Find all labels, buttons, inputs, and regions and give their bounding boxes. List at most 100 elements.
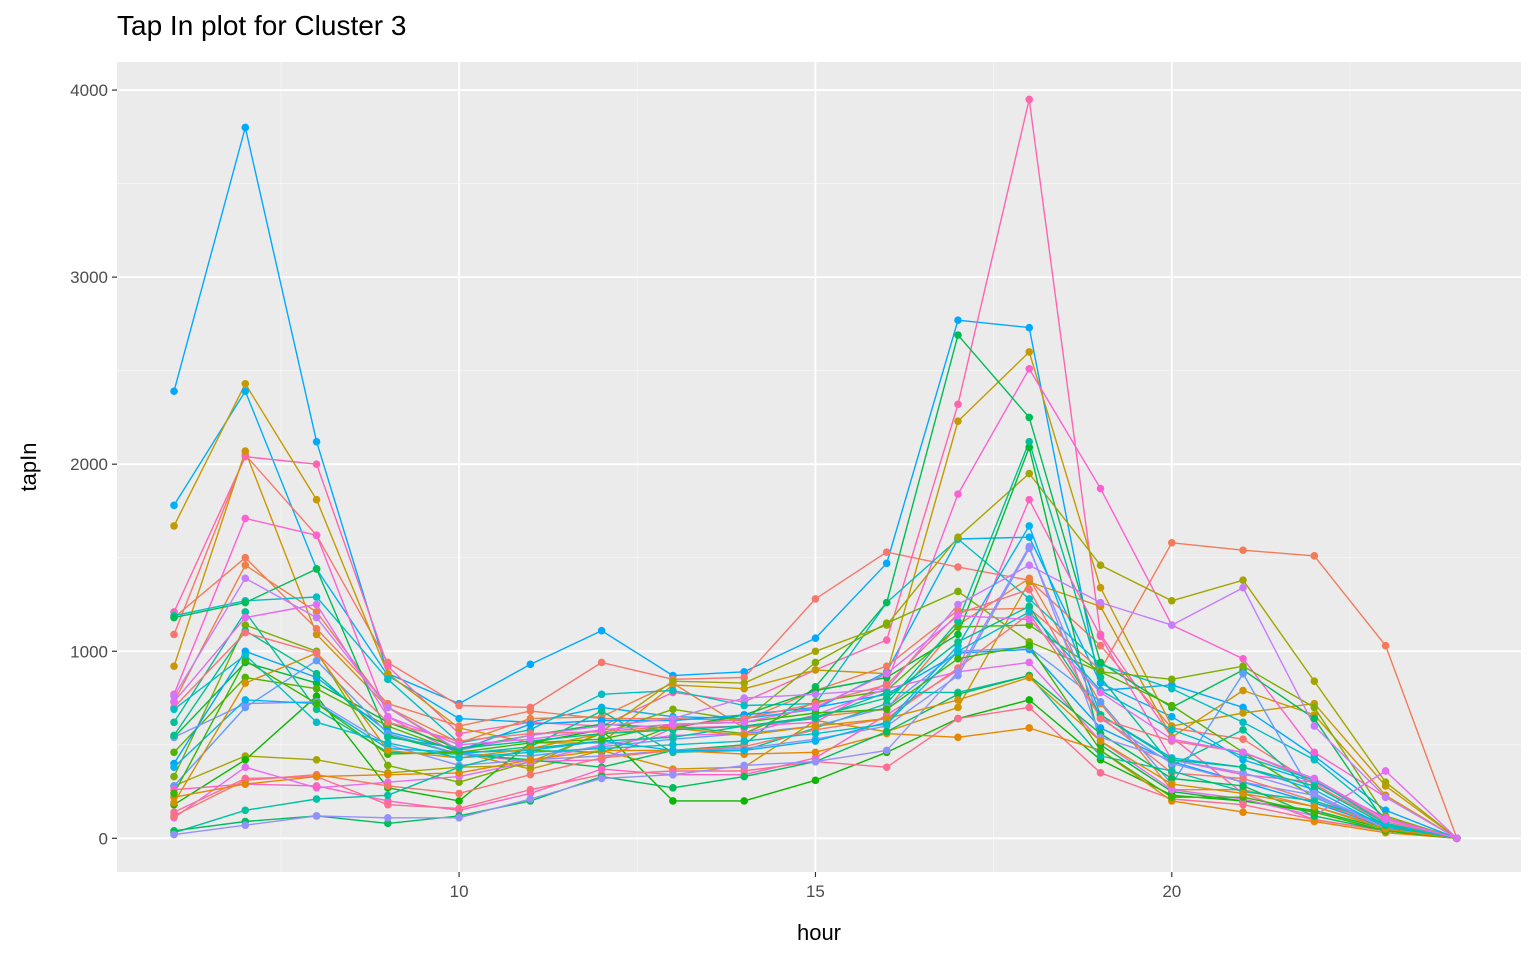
- data-point: [811, 658, 820, 667]
- data-point: [1096, 668, 1105, 676]
- data-point: [312, 608, 321, 616]
- data-point: [1310, 802, 1319, 811]
- data-point: [384, 819, 392, 828]
- data-point: [455, 778, 463, 787]
- data-point: [1167, 675, 1176, 684]
- y-tick-label: 0: [99, 829, 108, 848]
- data-point: [1025, 542, 1034, 551]
- data-point: [597, 735, 606, 743]
- data-point: [740, 701, 748, 710]
- data-point: [669, 677, 677, 685]
- data-point: [1025, 658, 1034, 667]
- data-point: [312, 531, 321, 540]
- data-point: [1239, 718, 1247, 727]
- data-point: [1239, 726, 1247, 734]
- data-point: [1096, 714, 1105, 723]
- data-point: [1239, 735, 1247, 743]
- data-point: [526, 795, 535, 803]
- data-point: [1025, 495, 1034, 504]
- data-point: [241, 821, 250, 830]
- data-point: [811, 748, 820, 757]
- grid-minor: [117, 62, 1521, 872]
- data-point: [1025, 561, 1034, 570]
- data-point: [384, 718, 392, 727]
- data-point: [954, 630, 962, 639]
- data-point: [241, 598, 250, 607]
- data-point: [241, 387, 250, 396]
- data-point: [1025, 323, 1034, 332]
- data-point: [882, 559, 891, 568]
- data-point: [811, 595, 820, 603]
- data-point: [669, 740, 677, 749]
- data-point: [241, 656, 250, 665]
- data-point: [740, 684, 748, 693]
- data-point: [1025, 595, 1034, 603]
- data-point: [954, 703, 962, 712]
- data-point: [241, 806, 250, 815]
- data-point: [312, 684, 321, 693]
- data-point: [455, 797, 463, 805]
- data-point: [882, 598, 891, 607]
- data-point: [170, 789, 178, 798]
- data-point: [811, 666, 820, 674]
- data-point: [1167, 774, 1176, 783]
- data-point: [455, 789, 463, 798]
- data-point: [1310, 817, 1319, 826]
- data-point: [170, 772, 178, 781]
- data-point: [312, 692, 321, 700]
- data-point: [1167, 767, 1176, 775]
- data-point: [882, 688, 891, 697]
- data-point: [241, 447, 250, 455]
- data-point: [1096, 641, 1105, 650]
- data-point: [1096, 769, 1105, 777]
- data-point: [1239, 808, 1247, 816]
- data-point: [1239, 576, 1247, 584]
- data-point: [241, 574, 250, 583]
- series-points: [170, 95, 1461, 843]
- data-point: [241, 379, 250, 388]
- data-point: [312, 613, 321, 622]
- data-point: [669, 733, 677, 742]
- data-point: [811, 729, 820, 738]
- data-point: [241, 628, 250, 637]
- data-point: [597, 754, 606, 762]
- data-point: [455, 804, 463, 813]
- data-point: [669, 705, 677, 714]
- data-point: [740, 767, 748, 775]
- data-point: [1239, 709, 1247, 717]
- data-point: [1025, 696, 1034, 704]
- data-point: [1381, 815, 1390, 824]
- data-point: [1310, 748, 1319, 757]
- data-point: [1025, 621, 1034, 629]
- data-point: [669, 720, 677, 729]
- data-point: [526, 720, 535, 729]
- data-point: [811, 703, 820, 712]
- data-point: [1025, 673, 1034, 682]
- data-point: [1239, 748, 1247, 757]
- data-point: [1239, 662, 1247, 671]
- data-point: [1310, 782, 1319, 790]
- data-point: [1096, 632, 1105, 641]
- data-point: [1239, 583, 1247, 592]
- data-point: [1096, 583, 1105, 592]
- data-point: [740, 718, 748, 727]
- data-point: [954, 400, 962, 409]
- data-point: [882, 619, 891, 628]
- data-point: [1310, 789, 1319, 798]
- data-point: [1167, 780, 1176, 788]
- data-point: [526, 707, 535, 715]
- data-point: [170, 692, 178, 700]
- data-point: [954, 647, 962, 656]
- data-point: [1096, 561, 1105, 570]
- y-tick-label: 4000: [70, 81, 108, 100]
- data-point: [1096, 752, 1105, 760]
- data-point: [954, 490, 962, 498]
- y-tick-label: 1000: [70, 642, 108, 661]
- data-point: [170, 808, 178, 816]
- data-point: [1025, 95, 1034, 104]
- data-point: [1239, 763, 1247, 772]
- x-tick-label: 20: [1162, 882, 1181, 901]
- data-point: [312, 656, 321, 665]
- data-point: [170, 718, 178, 727]
- data-point: [170, 830, 178, 839]
